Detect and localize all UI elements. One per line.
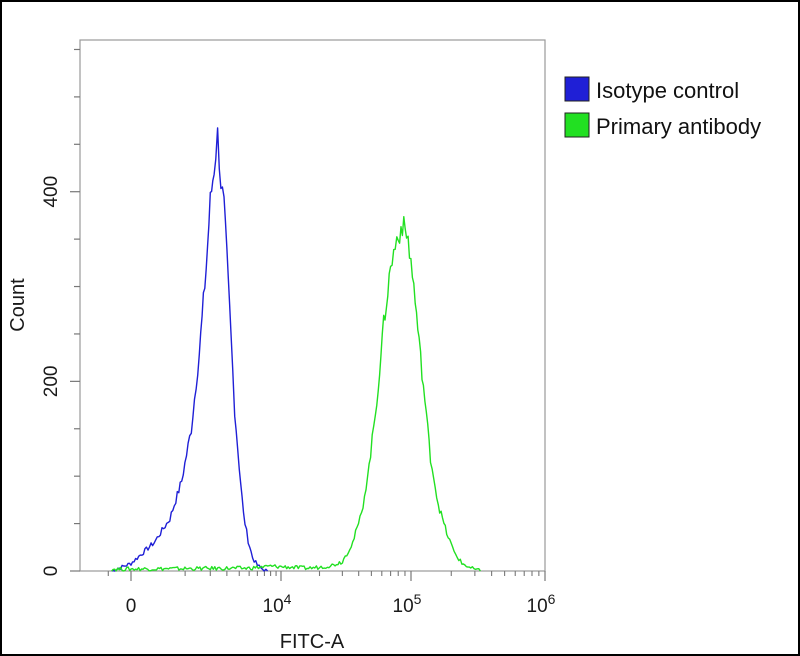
x-tick-label: 0	[126, 596, 137, 617]
x-tick-base: 0	[126, 596, 137, 617]
x-tick-base: 10	[263, 596, 284, 617]
y-tick-label: 400	[41, 176, 62, 208]
series-line-1	[111, 215, 481, 572]
x-tick-label: 104	[263, 591, 292, 617]
x-tick-label: 105	[393, 591, 422, 617]
y-tick-label: 0	[41, 566, 62, 577]
plot-area	[79, 39, 546, 572]
legend: Isotype control Primary antibody	[564, 76, 761, 139]
x-tick-exponent: 4	[284, 591, 292, 607]
x-tick-base: 10	[393, 596, 414, 617]
y-tick-label: 200	[41, 366, 62, 398]
y-axis: 0 200 400	[41, 48, 80, 577]
x-tick-exponent: 5	[414, 591, 422, 607]
legend-label: Isotype control	[596, 78, 739, 103]
series-line-0	[111, 127, 269, 572]
legend-label: Primary antibody	[596, 114, 761, 139]
legend-swatch	[564, 112, 590, 138]
x-tick-label: 106	[527, 591, 556, 617]
x-tick-exponent: 6	[548, 591, 556, 607]
y-axis-title: Count	[7, 278, 29, 332]
x-axis-title: FITC-A	[280, 631, 345, 653]
x-axis: 0 104 105 106	[107, 571, 556, 617]
series-group	[111, 127, 481, 572]
x-tick-base: 10	[527, 596, 548, 617]
legend-swatch	[564, 76, 590, 102]
